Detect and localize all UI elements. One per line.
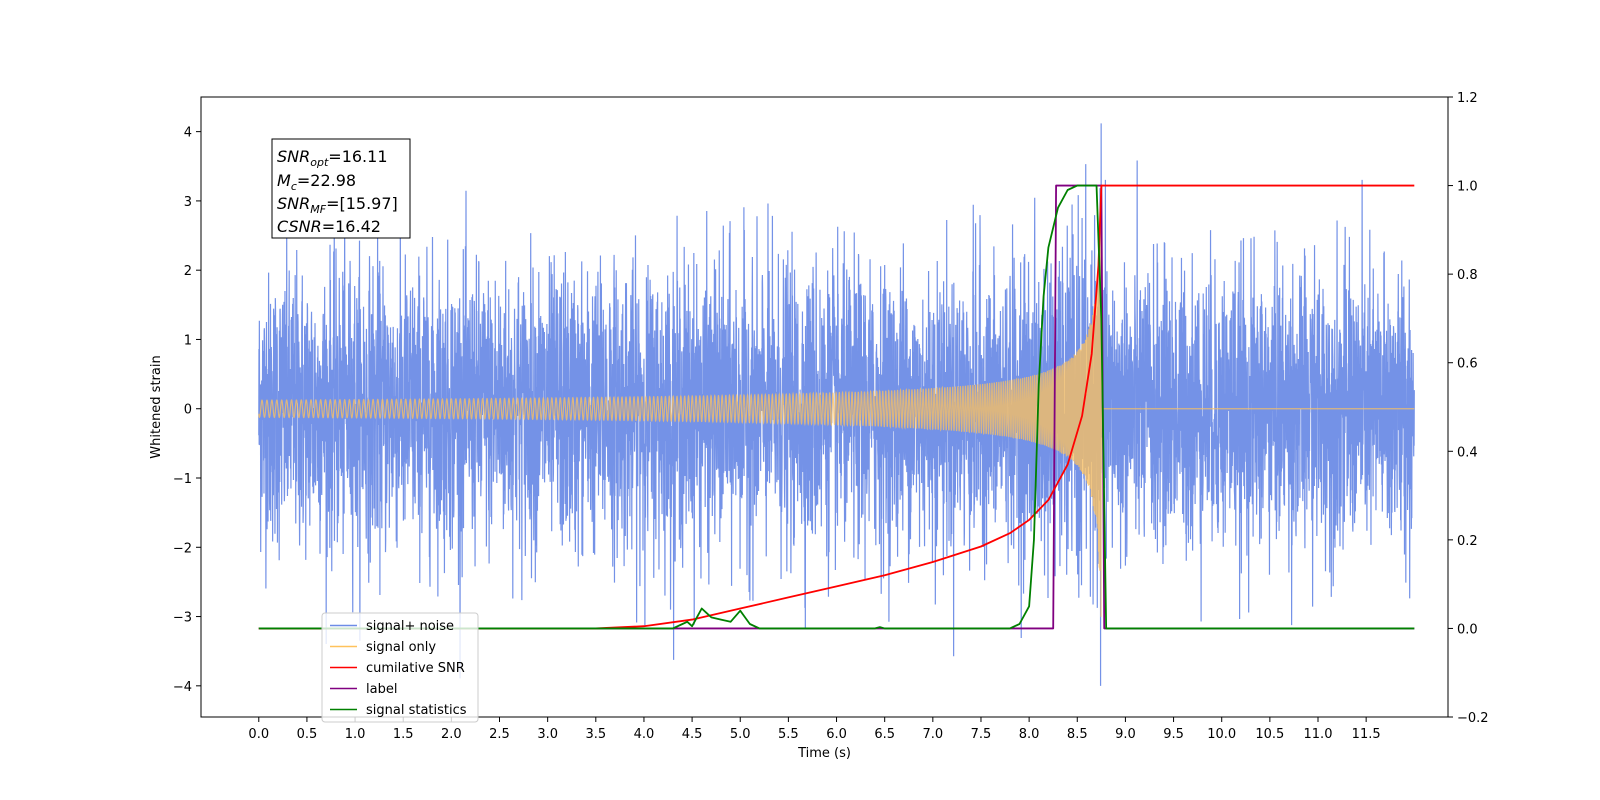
x-tick-label: 0.5 — [297, 727, 318, 742]
x-axis-label: Time (s) — [797, 746, 851, 761]
y-right-tick-label: 0.4 — [1457, 445, 1478, 460]
x-tick-label: 9.5 — [1163, 727, 1184, 742]
series-signal-only-line — [258, 211, 1415, 617]
anno-2-val: =22.98 — [297, 171, 356, 190]
anno-1-sub: opt — [310, 156, 329, 169]
anno-2-sym: M — [277, 171, 291, 190]
x-tick-label: 11.0 — [1304, 727, 1333, 742]
anno-3-sym: SNR — [277, 194, 310, 213]
y-left-tick-label: −2 — [173, 541, 192, 556]
x-tick-label: 10.0 — [1207, 727, 1236, 742]
series-signal-noise-line — [258, 123, 1415, 686]
x-tick-label: 10.5 — [1255, 727, 1284, 742]
x-tick-label: 7.0 — [922, 727, 943, 742]
x-tick-label: 3.0 — [537, 727, 558, 742]
x-tick-label: 1.0 — [345, 727, 366, 742]
y-axis-label: Whitened strain — [149, 355, 164, 458]
y-right-tick-label: 0.0 — [1457, 622, 1478, 637]
legend-label-signal-statistics: signal statistics — [366, 703, 467, 718]
y-right-axis: −0.2 0.0 0.2 0.4 0.6 0.8 1.0 1.2 — [1448, 91, 1489, 726]
y-left-tick-label: 3 — [184, 195, 192, 210]
x-tick-label: 7.5 — [971, 727, 992, 742]
plot-frame — [200, 96, 1449, 718]
plot-area — [258, 123, 1415, 686]
legend-frame — [321, 612, 479, 723]
x-tick-label: 8.0 — [1019, 727, 1040, 742]
anno-3-val: =[15.97] — [326, 194, 398, 213]
y-right-tick-label: 0.6 — [1457, 357, 1478, 372]
y-left-tick-label: 2 — [184, 264, 192, 279]
legend-label-signal-noise: signal+ noise — [366, 619, 454, 634]
y-left-axis: −4 −3 −2 −1 0 1 2 3 4 — [173, 126, 201, 695]
x-tick-label: 4.0 — [634, 727, 655, 742]
y-right-tick-label: 1.2 — [1457, 91, 1478, 106]
y-right-tick-label: 1.0 — [1457, 180, 1478, 195]
x-tick-label: 11.5 — [1352, 727, 1381, 742]
y-right-tick-label: 0.8 — [1457, 268, 1478, 283]
y-left-tick-label: −1 — [173, 472, 192, 487]
x-tick-label: 1.5 — [393, 727, 414, 742]
legend: signal+ noise signal only cumilative SNR… — [321, 612, 479, 723]
y-left-tick-label: 4 — [184, 126, 192, 141]
x-tick-label: 6.5 — [874, 727, 895, 742]
y-right-tick-label: 0.2 — [1457, 534, 1478, 549]
y-left-tick-label: 0 — [184, 403, 192, 418]
annotation-frame — [271, 138, 411, 239]
anno-3-sub: MF — [310, 203, 326, 216]
annotation-line-3: SNRMF=[15.97] — [277, 194, 398, 216]
anno-1-sym: SNR — [277, 147, 310, 166]
annotation-box: SNRopt=16.11 Mc=22.98 SNRMF=[15.97] CSNR… — [271, 138, 411, 239]
x-tick-label: 6.0 — [826, 727, 847, 742]
series-cumulative-snr-line — [258, 184, 1415, 630]
y-left-tick-label: −3 — [173, 611, 192, 626]
x-tick-label: 0.0 — [248, 727, 269, 742]
y-left-tick-label: −4 — [173, 680, 192, 695]
series-signal-statistics-line — [258, 184, 1415, 630]
x-axis: 0.0 0.5 1.0 1.5 2.0 2.5 3.0 3.5 4.0 4.5 5.0 5.5 6.0 6… — [248, 717, 1381, 742]
annotation-line-4: CSNR=16.42 — [277, 217, 381, 236]
anno-2-sub: c — [291, 180, 297, 193]
anno-4-sym: CSNR — [277, 217, 322, 236]
x-tick-label: 3.5 — [585, 727, 606, 742]
y-left-tick-label: 1 — [184, 333, 192, 348]
x-tick-label: 4.5 — [682, 727, 703, 742]
annotation-line-1: SNRopt=16.11 — [277, 147, 388, 169]
legend-label-signal-only: signal only — [366, 640, 436, 655]
legend-label-label: label — [366, 682, 397, 697]
legend-label-cumulative-snr: cumilative SNR — [366, 661, 465, 676]
x-tick-label: 5.5 — [778, 727, 799, 742]
x-tick-label: 2.5 — [489, 727, 510, 742]
x-tick-label: 9.0 — [1115, 727, 1136, 742]
x-tick-label: 8.5 — [1067, 727, 1088, 742]
x-tick-label: 2.0 — [441, 727, 462, 742]
annotation-line-2: Mc=22.98 — [277, 171, 356, 193]
x-tick-label: 5.0 — [730, 727, 751, 742]
anno-1-val: =16.11 — [328, 147, 387, 166]
y-right-tick-label: −0.2 — [1457, 711, 1489, 726]
anno-4-val: =16.42 — [322, 217, 381, 236]
